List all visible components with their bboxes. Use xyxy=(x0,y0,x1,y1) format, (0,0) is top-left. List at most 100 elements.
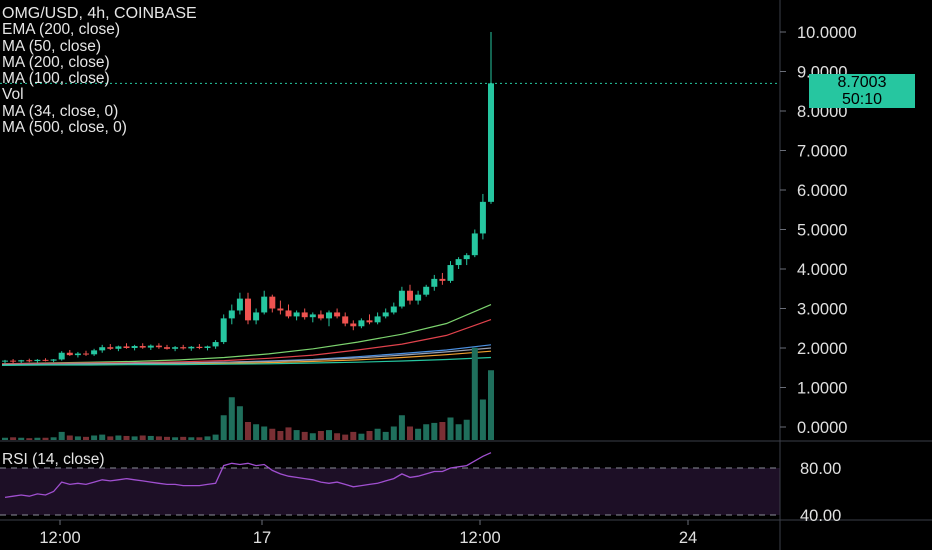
volume-bar xyxy=(277,431,284,440)
countdown-tag: 50:10 xyxy=(809,91,915,108)
volume-bar xyxy=(204,436,211,440)
legend: OMG/USD, 4h, COINBASE EMA (200, close) M… xyxy=(2,5,197,137)
candle xyxy=(42,358,49,362)
legend-ma-200[interactable]: MA (200, close) xyxy=(2,53,110,71)
candle xyxy=(66,349,73,356)
volume-bar xyxy=(382,431,389,440)
legend-ma-100[interactable]: MA (100, close) xyxy=(2,70,110,88)
candle xyxy=(10,359,17,364)
volume-bar xyxy=(99,434,106,440)
volume-bar xyxy=(334,433,341,440)
volume-bar xyxy=(58,431,65,440)
x-tick-label: 24 xyxy=(679,529,697,547)
volume-bar xyxy=(147,435,154,440)
y-tick-label: 7.0000 xyxy=(797,143,847,161)
volume-bar xyxy=(342,434,349,440)
volume-bar xyxy=(66,435,73,440)
volume-bar xyxy=(115,435,122,440)
volume-bar xyxy=(172,437,179,440)
symbol-title[interactable]: OMG/USD, 4h, COINBASE xyxy=(2,5,197,22)
candle xyxy=(317,310,324,321)
volume-bar xyxy=(107,436,114,440)
candle xyxy=(91,348,98,356)
y-tick-label: 6.0000 xyxy=(797,182,847,200)
volume-bar xyxy=(366,431,373,440)
candle xyxy=(366,314,373,325)
volume-bar xyxy=(415,428,422,440)
volume-bar xyxy=(407,426,413,440)
candle xyxy=(196,344,203,350)
volume-bar xyxy=(188,437,195,440)
volume-bar xyxy=(463,419,470,440)
rsi-tick-label: 40.00 xyxy=(800,507,841,525)
price-axis[interactable]: 10.00009.00008.00007.00006.00005.00004.0… xyxy=(780,24,857,437)
candle xyxy=(334,308,341,319)
volume-bar xyxy=(131,436,138,440)
volume-bar xyxy=(390,426,397,440)
candle xyxy=(479,193,486,240)
rsi-line xyxy=(0,452,780,516)
volume-bar xyxy=(455,424,462,440)
candle xyxy=(407,284,413,305)
volume-bar xyxy=(301,431,308,440)
candle xyxy=(74,351,81,358)
volume-bar xyxy=(471,347,478,440)
candle xyxy=(245,292,251,325)
candle xyxy=(228,304,235,325)
candle xyxy=(180,344,187,350)
candle xyxy=(350,320,357,331)
y-tick-label: 4.0000 xyxy=(797,261,847,279)
candle xyxy=(50,359,57,363)
moving-average-line xyxy=(1,347,492,366)
candle xyxy=(447,261,454,283)
volume-bar xyxy=(447,417,454,440)
volume-bar xyxy=(423,424,430,440)
y-tick-label: 0.0000 xyxy=(797,419,847,437)
volume-bar xyxy=(350,431,357,440)
time-axis[interactable]: 12:00 17 12:00 24 xyxy=(39,520,697,547)
candle xyxy=(293,310,300,321)
candle xyxy=(26,358,33,363)
candle xyxy=(358,318,365,329)
volume-bar xyxy=(220,415,227,440)
moving-average-line xyxy=(1,319,492,365)
legend-vol-ma-34[interactable]: MA (34, close, 0) xyxy=(2,102,119,120)
legend-vol[interactable]: Vol xyxy=(2,86,24,104)
candle xyxy=(261,290,268,315)
volume-bar xyxy=(164,436,170,440)
volume-bar xyxy=(317,431,324,440)
y-tick-label: 3.0000 xyxy=(797,301,847,319)
candle xyxy=(123,343,130,349)
volume-bar xyxy=(374,428,381,440)
legend-ma-50[interactable]: MA (50, close) xyxy=(2,37,102,55)
volume-bar xyxy=(50,437,57,440)
candle xyxy=(164,344,170,350)
volume-bar xyxy=(326,430,332,440)
candle xyxy=(390,302,397,315)
candle xyxy=(115,345,122,352)
candle xyxy=(301,308,308,320)
legend-ema-200[interactable]: EMA (200, close) xyxy=(2,21,121,39)
volume-bar xyxy=(34,437,41,440)
candle xyxy=(172,346,179,352)
candle xyxy=(455,257,462,269)
volume-bar xyxy=(212,434,219,440)
volume-bar xyxy=(358,433,365,440)
volume-bar xyxy=(309,433,316,440)
volume-bar xyxy=(245,422,251,440)
volume-bar xyxy=(83,436,89,440)
volume-bar xyxy=(180,436,187,440)
volume-bar xyxy=(261,426,268,440)
volume-bar xyxy=(26,438,33,440)
y-tick-label: 10.0000 xyxy=(797,24,857,42)
candle xyxy=(107,344,114,350)
legend-vol-ma-500[interactable]: MA (500, close, 0) xyxy=(2,119,127,137)
y-tick-label: 1.0000 xyxy=(797,380,847,398)
rsi-band xyxy=(0,468,780,515)
candle xyxy=(58,351,65,361)
moving-average-line xyxy=(1,356,492,366)
x-tick-label: 12:00 xyxy=(39,529,80,547)
candle xyxy=(253,308,260,325)
rsi-label[interactable]: RSI (14, close) xyxy=(2,451,105,468)
